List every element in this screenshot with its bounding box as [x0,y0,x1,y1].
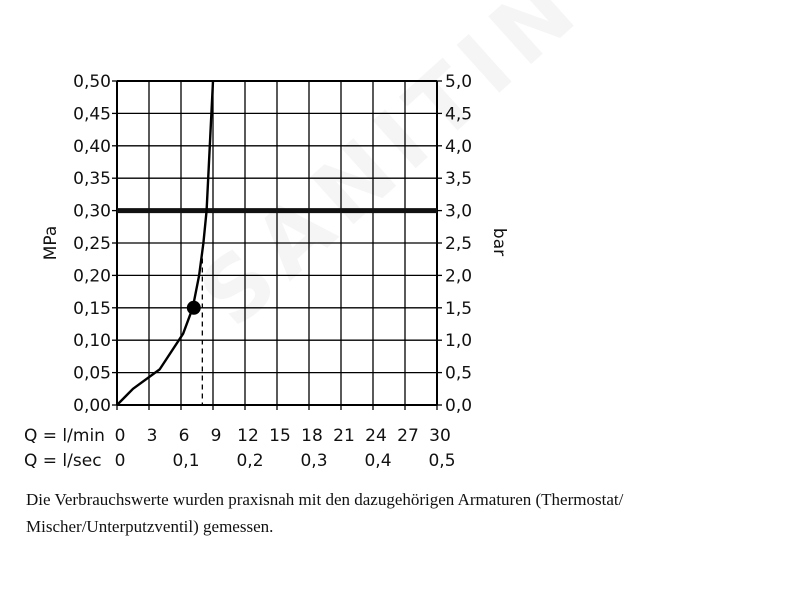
right-tick-label: 0,0 [445,396,472,416]
right-axis-title: bar [489,228,509,256]
x-row1-tick-label: 18 [301,426,323,446]
right-tick-label: 3,5 [445,169,472,189]
x-row1-tick-label: 9 [211,426,222,446]
left-tick-label: 0,00 [73,396,111,416]
right-tick-label: 4,0 [445,137,472,157]
left-tick-label: 0,20 [73,266,111,286]
grid [112,80,442,410]
x-row1-tick-label: 15 [269,426,291,446]
x-row1-tick-label: 6 [179,426,190,446]
right-tick-label: 1,0 [445,331,472,351]
right-tick-label: 0,5 [445,364,472,384]
left-tick-label: 0,40 [73,137,111,157]
left-tick-label: 0,45 [73,104,111,124]
x-row2-tick-label: 0,4 [364,451,391,471]
right-tick-label: 2,5 [445,234,472,254]
left-tick-label: 0,35 [73,169,111,189]
reference-line-group [117,208,437,405]
x-row2-tick-label: 0,1 [172,451,199,471]
caption-line-1: Die Verbrauchswerte wurden praxisnah mit… [26,490,624,509]
x-row1-tick-label: 24 [365,426,387,446]
caption-line-2: Mischer/Unterputzventil) gemessen. [26,517,274,536]
x-row2-tick-label: 0,3 [300,451,327,471]
x-row2-tick-label: 0,5 [428,451,455,471]
right-tick-label: 5,0 [445,72,472,92]
x-row1-tick-label: 3 [147,426,158,446]
left-axis-title: MPa [41,226,61,261]
x-axis-row2-title: Q = l/sec [24,451,102,471]
x-row1-tick-label: 27 [397,426,419,446]
caption: Die Verbrauchswerte wurden praxisnah mit… [26,486,746,540]
x-row1-tick-label: 21 [333,426,355,446]
axis-labels: 0,000,050,100,150,200,250,300,350,400,45… [24,72,509,471]
left-tick-label: 0,25 [73,234,111,254]
left-tick-label: 0,10 [73,331,111,351]
left-tick-label: 0,30 [73,202,111,222]
x-row2-tick-label: 0 [115,451,126,471]
right-tick-label: 3,0 [445,202,472,222]
left-tick-label: 0,05 [73,364,111,384]
operating-point-marker [186,300,201,315]
x-row1-tick-label: 0 [115,426,126,446]
x-axis-row1-title: Q = l/min [24,426,105,446]
left-tick-label: 0,15 [73,299,111,319]
x-row1-tick-label: 12 [237,426,259,446]
series-line [116,80,215,406]
left-tick-label: 0,50 [73,72,111,92]
right-tick-label: 2,0 [445,266,472,286]
x-row2-tick-label: 0,2 [236,451,263,471]
x-row1-tick-label: 30 [429,426,451,446]
right-tick-label: 4,5 [445,104,472,124]
right-tick-label: 1,5 [445,299,472,319]
series-group [116,80,215,406]
